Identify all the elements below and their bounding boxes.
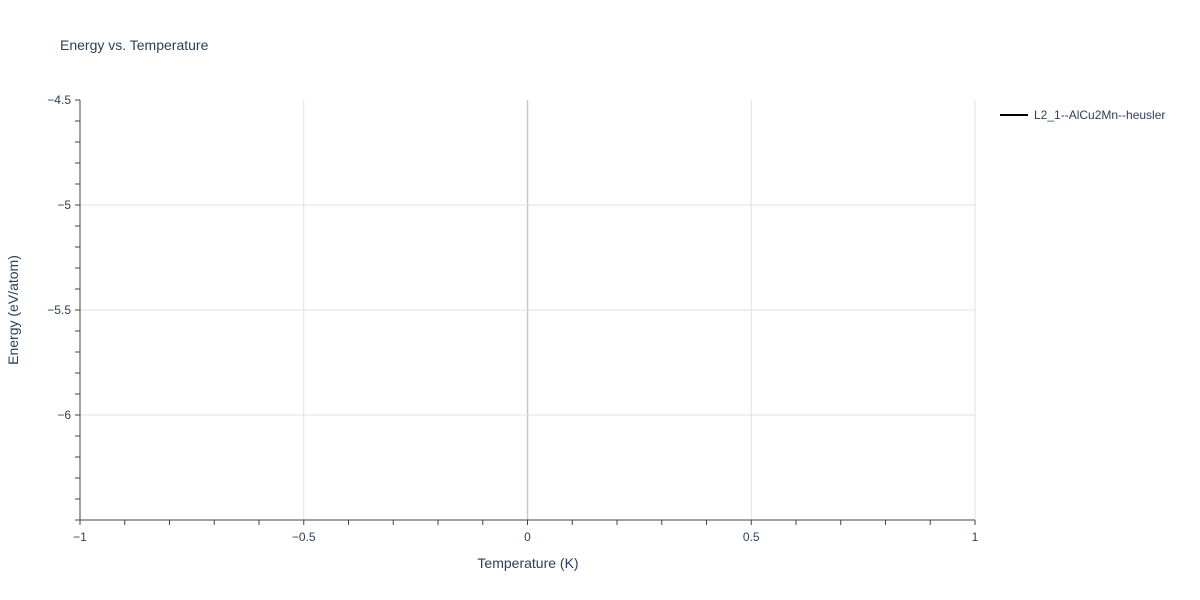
- x-tick-label: 0: [524, 530, 531, 544]
- y-tick-label: −4.5: [47, 93, 71, 107]
- legend[interactable]: L2_1--AlCu2Mn--heusler: [1000, 108, 1165, 122]
- x-tick-label: −1: [73, 530, 87, 544]
- chart-title: Energy vs. Temperature: [60, 37, 209, 53]
- x-axis-label: Temperature (K): [477, 555, 578, 571]
- x-tick-label: 0.5: [743, 530, 760, 544]
- y-tick-label: −5.5: [47, 303, 71, 317]
- y-tick-label: −6: [57, 408, 71, 422]
- x-tick-label: −0.5: [292, 530, 316, 544]
- x-tick-label: 1: [972, 530, 979, 544]
- y-axis-label: Energy (eV/atom): [5, 255, 21, 365]
- legend-label[interactable]: L2_1--AlCu2Mn--heusler: [1034, 108, 1165, 122]
- y-tick-label: −5: [57, 198, 71, 212]
